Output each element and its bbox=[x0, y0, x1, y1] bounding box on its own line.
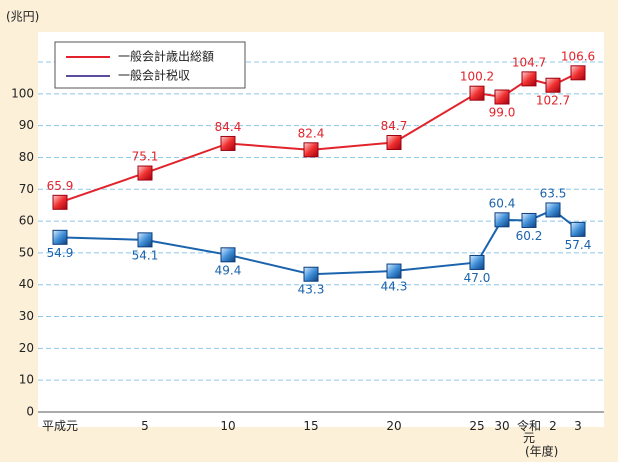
y-unit: (兆円) bbox=[6, 10, 39, 24]
data-label: 49.4 bbox=[215, 263, 242, 277]
legend-label: 一般会計歳出総額 bbox=[118, 49, 214, 64]
y-tick-label: 10 bbox=[19, 373, 34, 387]
x-unit: (年度) bbox=[525, 444, 558, 459]
x-tick-label: 25 bbox=[469, 419, 485, 433]
marker bbox=[52, 194, 68, 210]
marker bbox=[469, 85, 485, 101]
data-label: 54.9 bbox=[47, 246, 74, 260]
data-label: 65.9 bbox=[47, 179, 74, 193]
x-tick-label: 平成元 bbox=[41, 419, 79, 433]
marker bbox=[494, 89, 510, 105]
marker bbox=[521, 212, 537, 228]
y-tick-label: 60 bbox=[19, 214, 34, 228]
data-label: 84.4 bbox=[215, 120, 242, 134]
y-tick-label: 70 bbox=[19, 182, 34, 196]
data-label: 57.4 bbox=[565, 238, 592, 252]
x-tick-label: 15 bbox=[303, 419, 319, 433]
marker bbox=[220, 247, 236, 263]
data-label: 100.2 bbox=[460, 70, 494, 84]
marker bbox=[220, 135, 236, 151]
x-tick-label: 5 bbox=[141, 419, 149, 433]
data-label: 104.7 bbox=[512, 55, 546, 69]
data-label: 60.4 bbox=[489, 196, 516, 210]
marker bbox=[545, 77, 561, 93]
x-tick-label: 10 bbox=[220, 419, 236, 433]
data-label: 44.3 bbox=[381, 280, 408, 294]
marker bbox=[570, 65, 586, 81]
x-tick-label: 3 bbox=[574, 419, 582, 433]
data-label: 84.7 bbox=[381, 119, 408, 133]
legend-box bbox=[54, 41, 246, 89]
plot-area bbox=[38, 32, 604, 427]
x-tick-label: 30 bbox=[494, 419, 510, 433]
data-label: 106.6 bbox=[561, 49, 595, 63]
data-label: 47.0 bbox=[464, 271, 491, 285]
legend-label: 一般会計税収 bbox=[118, 68, 190, 83]
y-tick-label: 50 bbox=[19, 245, 34, 259]
marker bbox=[303, 142, 319, 158]
y-tick-label: 90 bbox=[19, 118, 34, 132]
y-tick-label: 100 bbox=[11, 86, 34, 100]
data-label: 60.2 bbox=[516, 229, 543, 243]
marker bbox=[521, 71, 537, 87]
marker bbox=[386, 135, 402, 150]
x-tick-label: 2 bbox=[549, 419, 557, 433]
y-tick-label: 0 bbox=[26, 405, 34, 419]
data-label: 43.3 bbox=[298, 283, 325, 297]
marker bbox=[303, 266, 319, 282]
x-tick-label: 20 bbox=[386, 419, 402, 433]
marker bbox=[570, 221, 586, 237]
marker bbox=[52, 229, 68, 245]
y-tick-label: 30 bbox=[19, 309, 34, 323]
marker bbox=[386, 263, 402, 279]
marker bbox=[545, 202, 561, 218]
marker bbox=[137, 165, 153, 181]
marker bbox=[469, 254, 485, 270]
marker bbox=[137, 232, 153, 248]
marker bbox=[494, 212, 510, 228]
data-label: 82.4 bbox=[298, 126, 325, 140]
series-line bbox=[59, 71, 579, 204]
data-label: 75.1 bbox=[132, 150, 159, 164]
y-tick-label: 40 bbox=[19, 277, 34, 291]
y-tick-label: 20 bbox=[19, 341, 34, 355]
data-label: 63.5 bbox=[540, 186, 567, 200]
data-label: 54.1 bbox=[132, 248, 159, 262]
y-tick-label: 80 bbox=[19, 150, 34, 164]
series-line bbox=[59, 208, 579, 276]
data-label: 99.0 bbox=[489, 106, 516, 120]
data-label: 102.7 bbox=[536, 94, 570, 108]
x-tick-label: 令和元 bbox=[517, 419, 542, 445]
